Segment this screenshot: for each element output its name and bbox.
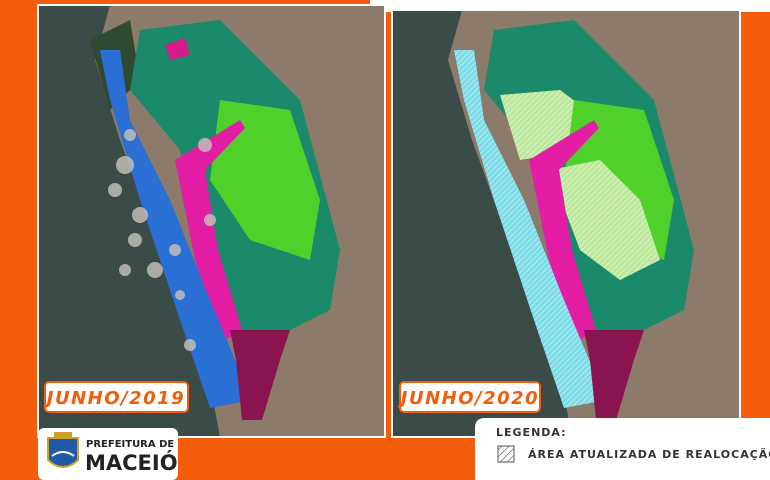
panel-frame bbox=[37, 4, 386, 438]
legend-item: ÁREA ATUALIZADA DE REALOCAÇÃO bbox=[528, 448, 770, 461]
legend-swatch bbox=[497, 445, 515, 463]
map-2019 bbox=[38, 5, 385, 437]
map-2020 bbox=[392, 10, 740, 437]
period-label: JUNHO/2020 bbox=[398, 388, 539, 409]
legend-title: LEGENDA: bbox=[496, 426, 567, 439]
logo-line1: PREFEITURA DE bbox=[86, 439, 174, 450]
period-label: JUNHO/2019 bbox=[44, 388, 185, 409]
logo-line2: MACEIÓ bbox=[85, 450, 178, 475]
label-box bbox=[399, 381, 541, 413]
label-box bbox=[44, 381, 189, 413]
legend-box bbox=[475, 418, 770, 480]
crest bbox=[47, 432, 79, 468]
